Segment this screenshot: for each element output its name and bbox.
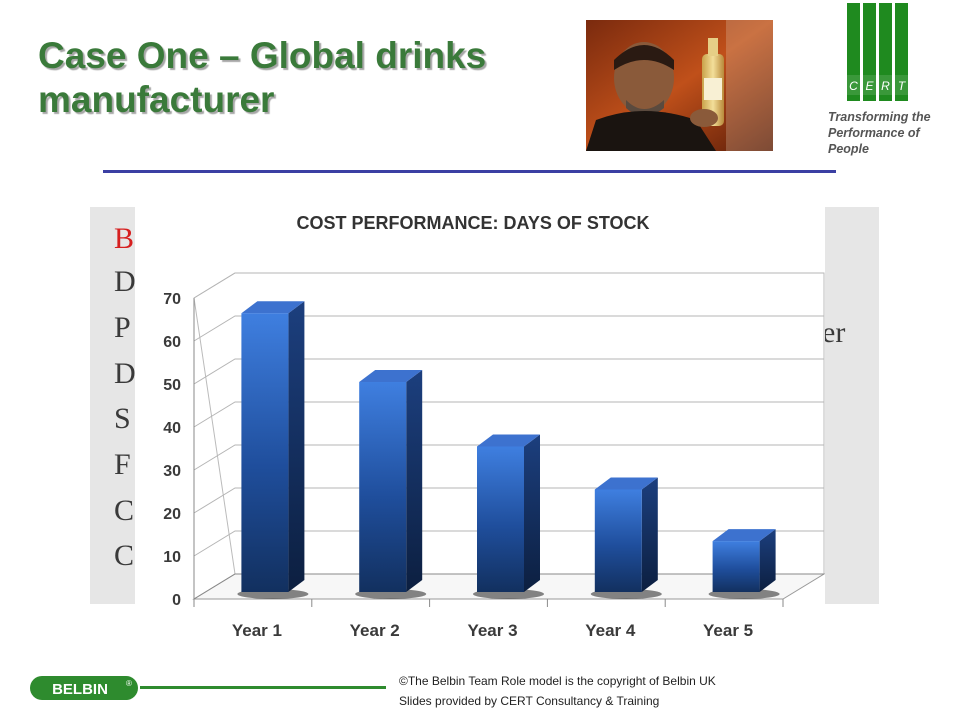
cert-logo-letter-t: T [898,79,907,93]
cert-logo-letter-e: E [865,79,874,93]
gridline [193,401,824,428]
gridline [193,315,824,342]
gridline [193,272,824,299]
bar-front [241,313,289,592]
background-letter: C [114,539,135,572]
y-tick-label: 20 [163,506,181,523]
background-letter: D [114,357,136,390]
belbin-badge: BELBIN ® [30,676,138,700]
gridline [193,444,824,471]
y-tick-label: 30 [163,463,181,480]
bar-side [641,477,658,592]
footer-rule [140,686,386,689]
x-tick-label: Year 3 [467,621,517,640]
cert-logo-bar-4 [895,3,908,101]
cert-logo-letter-c: C [849,79,858,93]
bar-side [288,301,305,592]
bar-front [712,541,760,592]
background-letter: F [114,448,131,481]
bar [708,529,780,599]
cert-tagline-line: People [828,142,869,156]
bar-front [594,489,642,592]
bar-side [524,434,540,592]
y-tick-label: 10 [163,549,181,566]
background-letter: C [114,494,135,527]
slide-title: Case One – Global drinks manufacturer [38,35,487,120]
cert-logo-bar-2 [863,3,876,101]
bar [590,477,662,599]
bar-top [594,477,658,490]
x-tick-label: Year 2 [350,621,400,640]
gridline [193,358,824,385]
copyright-line: ©The Belbin Team Role model is the copyr… [399,674,716,688]
bar-front [359,382,407,592]
title-divider [103,170,836,173]
y-tick-label: 60 [163,334,181,351]
bar-side [759,529,776,592]
presenter-photo [586,20,773,151]
bar [355,370,427,599]
footer-note: ©The Belbin Team Role model is the copyr… [399,671,716,711]
background-text-fragment: er [822,316,846,349]
bar-top [359,370,423,382]
y-tick-label: 0 [172,592,181,609]
bar-top [241,301,305,314]
y-tick-label: 70 [163,291,181,308]
cert-logo: C E R T [846,3,910,101]
x-tick-label: Year 1 [232,621,282,640]
background-letter: S [114,402,131,435]
cert-tagline-line: Performance of [828,126,920,140]
cert-tagline: Transforming the Performance of People [828,109,958,157]
cert-tagline-line: Transforming the [828,110,931,124]
belbin-badge-label: BELBIN [52,681,108,698]
cost-performance-chart: 0 10 20 30 40 50 60 70 Year 1 Year 2 Year 3 Year 4 Y… [135,200,825,652]
y-tick-label: 50 [163,377,181,394]
bar-side [406,370,423,592]
bar-top [477,434,540,447]
belbin-badge-mark: ® [126,679,132,688]
credit-line: Slides provided by CERT Consultancy & Tr… [399,694,660,708]
background-letter: D [114,265,136,298]
cert-logo-letter-r: R [881,79,890,93]
bar-top [712,529,776,542]
bar-front [477,446,524,592]
x-tick-label: Year 5 [703,621,753,640]
background-letter: B [114,222,135,255]
x-tick-label: Year 4 [585,621,636,640]
background-letter: P [114,311,131,344]
chart-title: COST PERFORMANCE: DAYS OF STOCK [296,213,649,233]
bar [237,301,309,599]
cert-logo-bar-1 [847,3,860,101]
cert-logo-bar-3 [879,3,892,101]
bar [473,434,544,599]
y-tick-label: 40 [163,420,181,437]
